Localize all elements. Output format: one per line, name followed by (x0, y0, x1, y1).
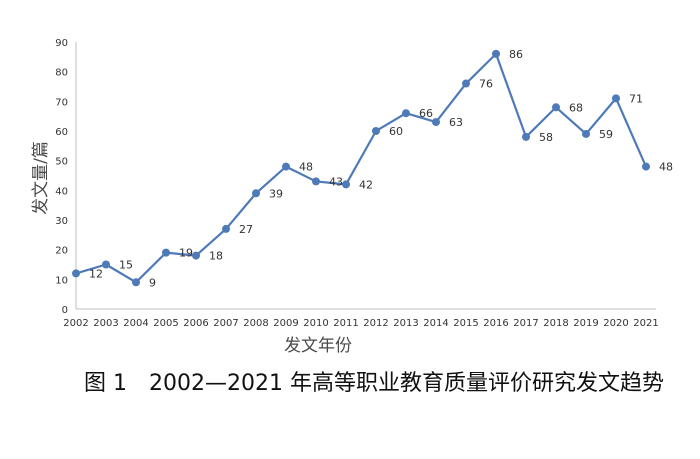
x-tick-label: 2020 (603, 318, 628, 329)
y-tick-label: 0 (62, 305, 68, 316)
data-label: 66 (419, 107, 433, 120)
x-tick-label: 2010 (303, 318, 328, 329)
data-label: 39 (269, 187, 283, 200)
data-point (282, 162, 290, 171)
data-label: 9 (149, 276, 156, 289)
data-point (372, 127, 380, 135)
data-label: 60 (389, 125, 403, 138)
data-point (492, 49, 500, 58)
y-tick-label: 40 (55, 186, 68, 197)
data-label: 76 (479, 78, 493, 91)
x-tick-label: 2004 (123, 318, 148, 329)
x-axis: 2002 2003 2004 2005 2006 2007 2008 2009 2010 2011… (63, 308, 659, 329)
x-tick-label: 2005 (153, 318, 178, 329)
x-tick-label: 2012 (363, 318, 388, 329)
data-point (462, 79, 470, 88)
data-label: 86 (509, 48, 523, 61)
x-tick-label: 2021 (633, 318, 658, 329)
data-point (612, 94, 620, 103)
data-point (162, 248, 170, 257)
data-point (432, 118, 440, 127)
y-tick-label: 80 (55, 68, 68, 79)
line-chart: 0 10 20 30 40 50 60 70 80 90 2002 2003 2004 2005 2006… (31, 38, 673, 356)
x-tick-label: 2013 (393, 318, 418, 329)
data-point (72, 269, 80, 278)
y-axis-title: 发文量/篇 (31, 141, 51, 215)
y-axis: 0 10 20 30 40 50 60 70 80 90 (55, 38, 77, 316)
y-tick-label: 70 (55, 97, 68, 108)
data-point (522, 132, 530, 141)
x-tick-label: 2011 (333, 318, 358, 329)
x-axis-title: 发文年份 (284, 336, 352, 356)
x-tick-label: 2009 (273, 318, 298, 329)
y-tick-label: 10 (55, 275, 68, 286)
x-tick-label: 2016 (483, 318, 508, 329)
data-point (192, 251, 200, 260)
data-point (552, 103, 560, 112)
x-tick-label: 2008 (243, 318, 268, 329)
data-point (642, 162, 650, 171)
data-label: 58 (539, 131, 553, 144)
x-tick-label: 2014 (423, 318, 448, 329)
data-label: 68 (569, 101, 583, 114)
data-label: 19 (179, 247, 193, 260)
figure-caption: 图 1 2002—2021 年高等职业教育质量评价研究发文趋势 (84, 371, 664, 396)
x-tick-label: 2018 (543, 318, 568, 329)
x-tick-label: 2003 (93, 318, 118, 329)
data-point (582, 129, 590, 138)
data-point (102, 260, 110, 269)
y-tick-label: 90 (55, 38, 68, 49)
series-line (75, 52, 648, 284)
data-label: 71 (629, 92, 643, 105)
y-tick-label: 60 (55, 127, 68, 138)
data-label: 18 (209, 250, 223, 263)
y-tick-label: 50 (55, 157, 68, 168)
data-point (342, 180, 350, 189)
x-tick-label: 2015 (453, 318, 478, 329)
data-label: 12 (89, 267, 103, 280)
data-point (312, 177, 320, 186)
data-label: 42 (359, 178, 373, 191)
data-point (132, 278, 140, 287)
data-point (222, 224, 230, 233)
y-tick-label: 20 (55, 246, 68, 257)
data-label: 59 (599, 128, 613, 141)
x-tick-label: 2019 (573, 318, 598, 329)
data-label: 48 (659, 161, 673, 174)
x-tick-label: 2017 (513, 318, 538, 329)
x-tick-label: 2002 (63, 318, 88, 329)
data-point (402, 109, 410, 118)
data-label: 15 (119, 259, 133, 272)
x-tick-label: 2007 (213, 318, 238, 329)
x-tick-label: 2006 (183, 318, 208, 329)
data-label: 48 (299, 161, 313, 174)
data-label: 27 (239, 223, 253, 236)
data-point (252, 189, 260, 198)
data-label: 43 (329, 175, 343, 188)
y-tick-label: 30 (55, 216, 68, 227)
chart-series: 12 15 9 19 18 27 39 48 43 42 60 66 63 76 86 58 68 59 71 48 (72, 48, 673, 289)
data-label: 63 (449, 116, 463, 129)
